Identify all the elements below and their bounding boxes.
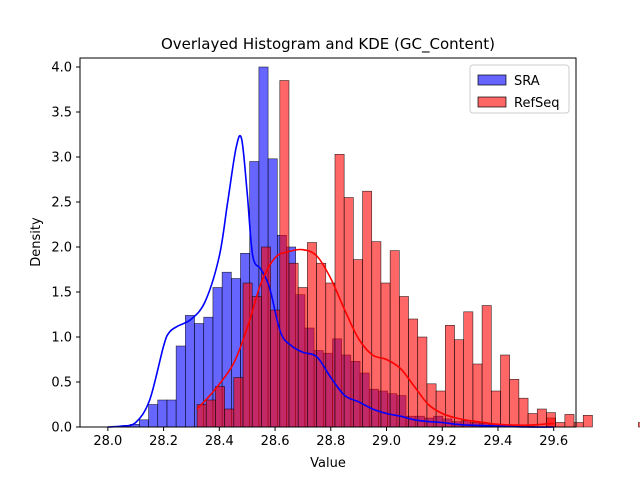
kde-line-refseq [196,248,554,427]
x-tick-label-2: 28.4 [205,434,234,449]
bar-refseq-29 [463,311,474,428]
bar-refseq-13 [316,262,327,428]
x-tick-label-5: 29.0 [372,434,401,449]
bar-refseq-2 [215,386,225,428]
bar-refseq-31 [481,305,492,428]
bar-sra-1 [139,419,149,428]
y-tick-label-3: 1.5 [51,286,72,301]
y-tick-label-1: 0.5 [51,376,72,391]
legend-label-sra: SRA [514,74,540,89]
bar-refseq-39 [555,422,566,428]
bar-sra-4 [166,399,177,428]
x-tick-label-0: 28.0 [93,434,122,449]
legend-swatch-sra [477,74,507,86]
bar-sra-5 [175,345,186,428]
bar-refseq-30 [472,363,483,428]
legend-swatch-refseq [477,96,507,108]
bar-sra-2 [148,404,159,428]
bar-refseq-34 [509,378,520,428]
x-tick-label-4: 28.8 [316,434,345,449]
bar-refseq-18 [362,190,373,428]
y-tick-label-0: 0.0 [51,421,72,436]
y-tick-label-2: 1.0 [51,331,72,346]
axes: 28.0 28.2 28.4 28.6 28.8 29.0 29.2 29.4 29.6 0.0 0… [51,57,577,449]
bar-refseq-24 [417,336,428,428]
bar-refseq-4 [233,377,244,428]
bar-refseq-22 [399,296,409,428]
y-axis-label: Density [29,217,44,267]
bar-sra-3 [157,399,168,428]
chart-title: Overlayed Histogram and KDE (GC_Content) [161,35,495,54]
bar-refseq-35 [518,397,529,428]
x-tick-label-3: 28.6 [261,434,290,449]
bar-refseq-14 [325,282,336,428]
y-tick-label-8: 4.0 [51,61,72,76]
bar-refseq-extra-0 [546,412,556,428]
x-tick-label-8: 29.6 [539,434,568,449]
kde-line-sra [107,134,554,428]
x-tick-label-7: 29.4 [484,434,513,449]
bar-refseq-5 [242,282,253,428]
bar-refseq-12 [307,242,317,428]
bar-refseq-41 [573,422,584,428]
bar-refseq-33 [500,354,510,428]
bar-refseq-42 [582,414,593,428]
bar-refseq-23 [408,318,419,428]
bar-refseq-20 [380,282,391,428]
y-tick-label-7: 3.5 [51,106,72,121]
bar-refseq-40 [564,414,575,428]
bar-refseq-11 [297,287,308,428]
bar-refseq-21 [389,250,400,428]
x-tick-label-1: 28.2 [149,434,178,449]
y-tick-label-6: 3.0 [51,151,72,166]
bar-refseq-19 [371,241,382,428]
bar-refseq-3 [224,408,235,428]
legend-label-refseq: RefSeq [514,96,560,111]
bar-refseq-48 [638,422,640,428]
bar-refseq-1 [205,399,216,428]
x-axis-label: Value [310,456,346,471]
y-tick-label-4: 2.0 [51,241,72,256]
x-tick-label-6: 29.2 [428,434,457,449]
y-tick-label-5: 2.5 [51,196,72,211]
bar-refseq-32 [490,390,501,428]
bar-sra-6 [185,315,195,428]
legend: SRA RefSeq [469,64,570,114]
bar-refseq-28 [454,339,465,428]
bar-refseq-6 [251,296,262,428]
bar-refseq-27 [445,324,455,428]
axes-frame [79,57,577,428]
